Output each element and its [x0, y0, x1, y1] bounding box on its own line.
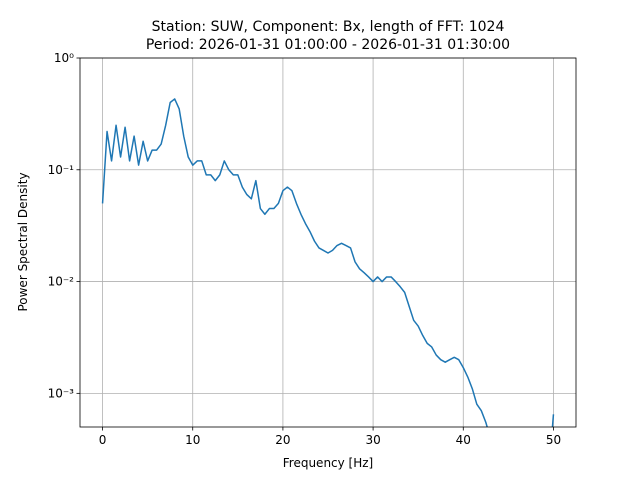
chart-title: Station: SUW, Component: Bx, length of F… — [152, 19, 505, 35]
y-tick-label: 10⁻¹ — [48, 163, 75, 177]
y-tick-label: 10⁰ — [54, 51, 74, 65]
ticks: 0 10 20 30 40 50 10⁻³ 10⁻² 10⁻¹ 10⁰ — [48, 51, 562, 447]
x-tick-label: 30 — [365, 433, 380, 447]
y-tick-label: 10⁻³ — [48, 386, 75, 400]
chart-subtitle: Period: 2026-01-31 01:00:00 - 2026-01-31… — [146, 37, 510, 53]
x-tick-label: 20 — [275, 433, 290, 447]
plot-area — [101, 98, 555, 427]
axes-frame — [79, 57, 577, 428]
x-tick-label: 50 — [546, 433, 561, 447]
x-tick-label: 40 — [456, 433, 471, 447]
x-axis-label: Frequency [Hz] — [283, 456, 374, 470]
y-axis-label: Power Spectral Density — [16, 172, 30, 311]
y-tick-label: 10⁻² — [48, 275, 75, 289]
data-line — [101, 98, 555, 427]
x-tick-label: 10 — [185, 433, 200, 447]
x-tick-label: 0 — [99, 433, 107, 447]
